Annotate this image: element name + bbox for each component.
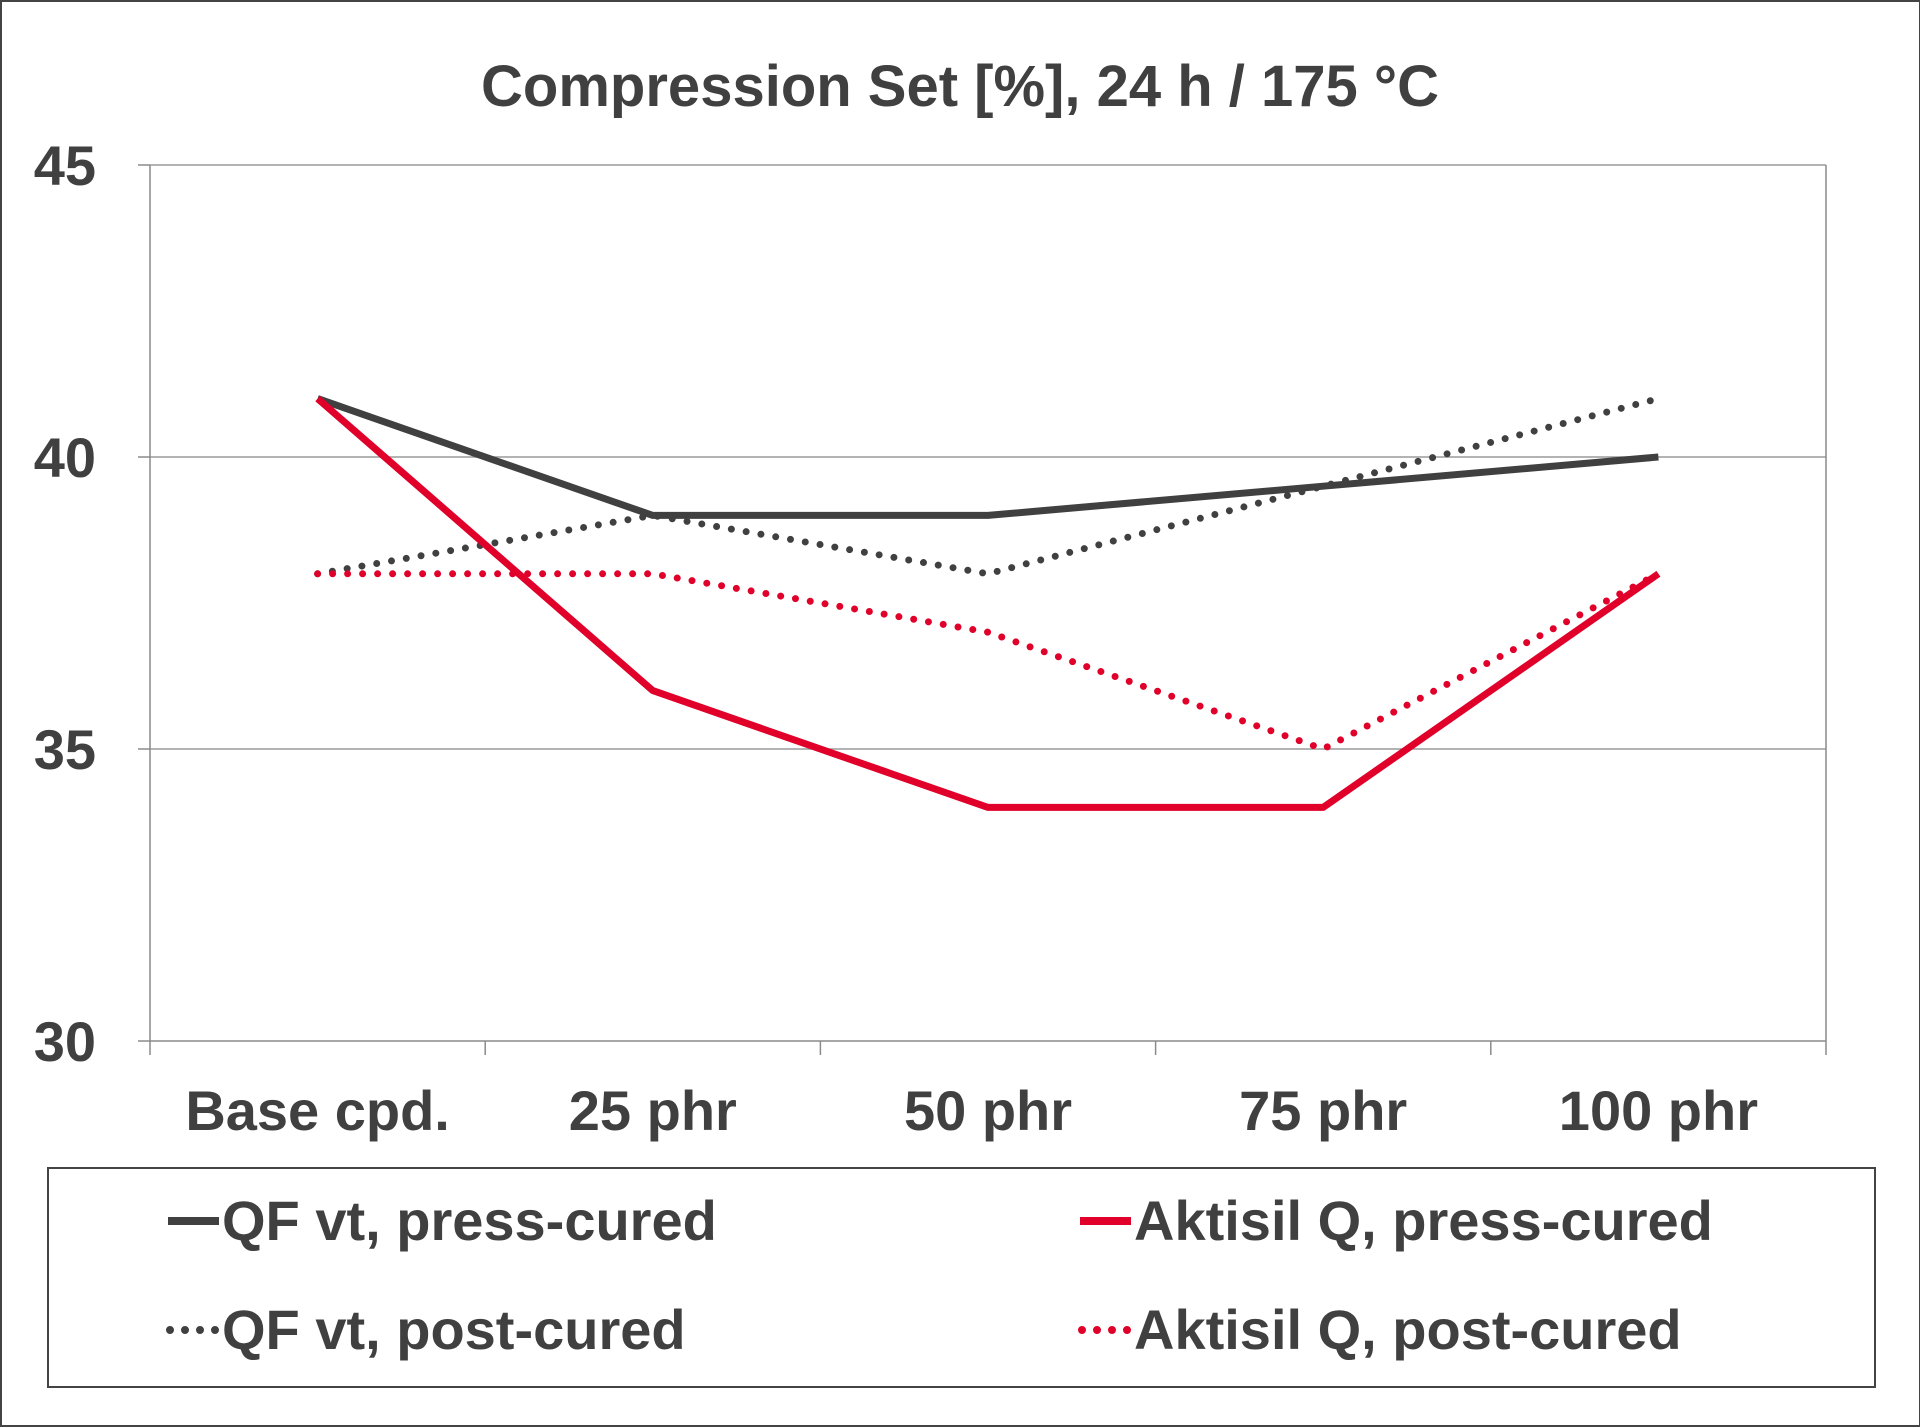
x-tick-label-4: 100 phr	[1559, 1079, 1758, 1142]
x-tick-label-2: 50 phr	[904, 1079, 1072, 1142]
legend-label-qf-post: QF vt, post-cured	[222, 1298, 686, 1361]
y-tick-label-30: 30	[34, 1010, 96, 1073]
legend: QF vt, press-cured QF vt, post-cured Akt…	[47, 1167, 1876, 1388]
chart-title: Compression Set [%], 24 h / 175 °C	[481, 54, 1439, 119]
legend-box	[47, 1167, 1876, 1388]
series-lines	[314, 395, 1662, 811]
axes	[138, 164, 1827, 1055]
legend-label-qf-press: QF vt, press-cured	[222, 1189, 717, 1252]
series-line-1	[314, 395, 1662, 578]
x-tick-label-1: 25 phr	[569, 1079, 737, 1142]
series-line-0	[316, 395, 1659, 519]
legend-label-aktisil-press: Aktisil Q, press-cured	[1134, 1189, 1713, 1252]
y-tick-label-45: 45	[34, 134, 96, 197]
x-tick-labels: Base cpd. 25 phr 50 phr 75 phr 100 phr	[185, 1079, 1758, 1142]
gridlines	[150, 164, 1826, 750]
x-tick-label-0: Base cpd.	[185, 1079, 450, 1142]
series-line-2	[315, 395, 1661, 811]
x-tick-label-3: 75 phr	[1239, 1079, 1407, 1142]
series-line-3	[314, 570, 1662, 753]
y-tick-labels: 30 35 40 45	[34, 134, 96, 1073]
legend-label-aktisil-post: Aktisil Q, post-cured	[1134, 1298, 1682, 1361]
y-tick-label-35: 35	[34, 718, 96, 781]
y-tick-label-40: 40	[34, 426, 96, 489]
